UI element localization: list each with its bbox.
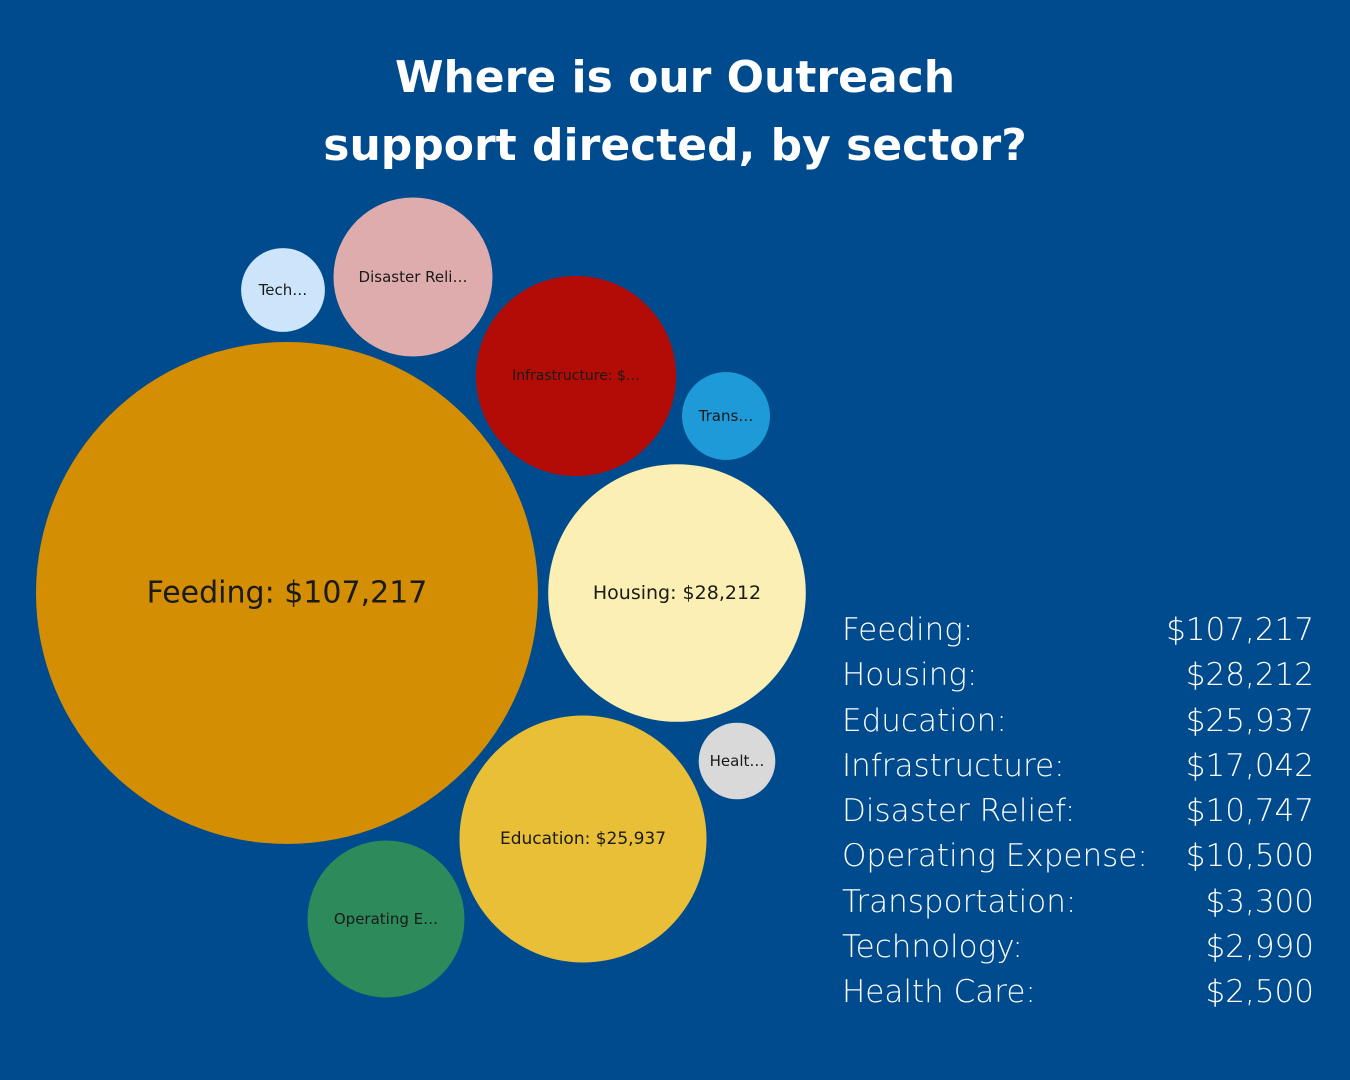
legend-label-feeding: Feeding:: [842, 612, 974, 648]
legend-row-transportation: Transportation: $3,300: [842, 880, 1314, 925]
bubble-health-care[interactable]: [698, 722, 776, 800]
legend-label-education: Education:: [842, 702, 1007, 739]
legend-row-health-care: Health Care: $2,500: [842, 970, 1314, 1015]
legend-label-transportation: Transportation:: [842, 883, 1077, 920]
bubble-technology[interactable]: [241, 248, 325, 332]
value-legend: Feeding: $107,217 Housing: $28,212 Education…: [842, 608, 1314, 1016]
legend-label-housing: Housing:: [842, 657, 978, 694]
legend-label-infrastructure: Infrastructure:: [842, 747, 1065, 784]
legend-label-disaster-relief: Disaster Relief:: [842, 793, 1076, 830]
bubble-label-disaster-relief: Disaster Reli…: [359, 268, 468, 286]
bubble-label-transportation: Trans…: [698, 407, 754, 425]
legend-value-transportation: $3,300: [1205, 883, 1314, 920]
legend-value-health-care: $2,500: [1205, 974, 1314, 1011]
legend-value-operating-expense: $10,500: [1185, 838, 1314, 875]
legend-label-operating-expense: Operating Expense:: [842, 838, 1148, 875]
legend-row-disaster-relief: Disaster Relief: $10,747: [842, 789, 1314, 834]
legend-label-technology: Technology:: [842, 929, 1023, 966]
bubble-label-infrastructure: Infrastructure: $…: [512, 368, 640, 384]
legend-value-technology: $2,990: [1205, 929, 1314, 966]
bubble-label-technology: Tech…: [258, 281, 308, 299]
bubble-disaster-relief[interactable]: [333, 197, 493, 357]
bubble-housing[interactable]: [548, 464, 806, 722]
legend-label-health-care: Health Care:: [842, 974, 1036, 1011]
bubble-infrastructure[interactable]: [475, 275, 677, 477]
bubble-education[interactable]: [459, 715, 707, 963]
legend-value-housing: $28,212: [1185, 657, 1314, 694]
legend-row-operating-expense: Operating Expense: $10,500: [842, 834, 1314, 879]
bubble-label-education: Education: $25,937: [500, 829, 666, 849]
bubble-feeding[interactable]: [36, 342, 538, 844]
chart-title: Where is our Outreach support directed, …: [0, 44, 1350, 180]
chart-title-line-2: support directed, by sector?: [323, 120, 1027, 171]
bubble-operating-expense[interactable]: [307, 840, 465, 998]
legend-row-education: Education: $25,937: [842, 699, 1314, 744]
legend-value-disaster-relief: $10,747: [1185, 793, 1314, 830]
legend-row-feeding: Feeding: $107,217: [842, 608, 1314, 653]
bubble-transportation[interactable]: [682, 372, 770, 460]
bubble-label-operating-expense: Operating E…: [334, 910, 438, 928]
bubble-label-health-care: Healt…: [710, 752, 765, 770]
legend-value-infrastructure: $17,042: [1185, 747, 1314, 784]
legend-value-education: $25,937: [1185, 702, 1314, 739]
bubble-label-feeding: Feeding: $107,217: [147, 576, 428, 611]
legend-row-technology: Technology: $2,990: [842, 925, 1314, 970]
legend-row-housing: Housing: $28,212: [842, 653, 1314, 698]
bubble-label-housing: Housing: $28,212: [593, 582, 761, 604]
legend-row-infrastructure: Infrastructure: $17,042: [842, 744, 1314, 789]
chart-title-line-1: Where is our Outreach: [394, 52, 956, 103]
legend-value-feeding: $107,217: [1166, 612, 1314, 648]
